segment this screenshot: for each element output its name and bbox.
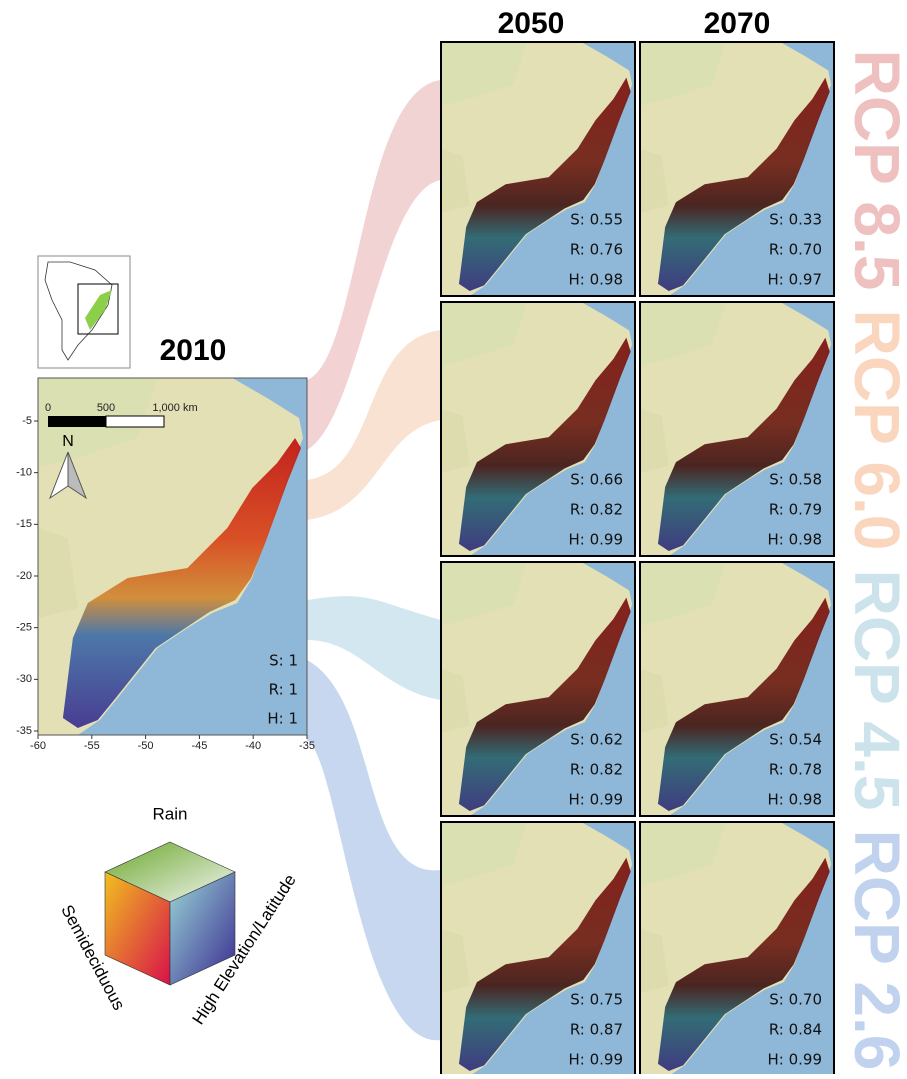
lon-tick-label: -50 xyxy=(138,740,154,752)
scenario-label: RCP 8.5 xyxy=(841,50,907,291)
stat-label: S: 0.54 xyxy=(769,731,822,749)
stat-label: R: 0.84 xyxy=(769,1021,822,1039)
stat-label: R: 0.82 xyxy=(570,501,623,519)
stat-label: H: 0.99 xyxy=(569,1051,624,1069)
stat-label: H: 0.99 xyxy=(569,791,624,809)
stat-label: H: 0.97 xyxy=(768,271,823,289)
stat-label: S: 0.58 xyxy=(769,471,822,489)
stat-label: H: 0.99 xyxy=(768,1051,823,1069)
scale-label: 1,000 km xyxy=(152,402,197,414)
scale-label: 0 xyxy=(45,402,51,414)
legend-cube: Rain Semideciduous High Elevation/Latitu… xyxy=(57,804,300,1027)
scenario-label: RCP 2.6 xyxy=(841,830,907,1071)
lon-tick-label: -55 xyxy=(84,740,100,752)
lon-tick-label: -40 xyxy=(245,740,261,752)
stat-label: S: 0.75 xyxy=(570,991,623,1009)
lon-tick-label: -45 xyxy=(191,740,207,752)
stat-label: S: 0.55 xyxy=(570,211,623,229)
stat-label: R: 0.76 xyxy=(570,241,623,259)
stat-label: R: 0.78 xyxy=(769,761,822,779)
year-label: 2050 xyxy=(498,7,565,40)
stat-label: H: 0.98 xyxy=(768,531,823,549)
stat-label: R: 0.79 xyxy=(769,501,822,519)
stat-label: H: 0.98 xyxy=(569,271,624,289)
lat-tick-label: -25 xyxy=(16,622,32,634)
year-label: 2070 xyxy=(704,7,771,40)
north-label: N xyxy=(62,433,74,450)
baseline-year: 2010 xyxy=(160,334,227,367)
stat-label: S: 0.70 xyxy=(769,991,822,1009)
stat-label: S: 0.62 xyxy=(570,731,623,749)
stat-label: H: 0.99 xyxy=(569,531,624,549)
legend-label: Rain xyxy=(153,804,188,823)
lon-tick-label: -35 xyxy=(299,740,315,752)
stat-label: R: 1 xyxy=(269,681,298,699)
lat-tick-label: -15 xyxy=(16,518,32,530)
lat-tick-label: -5 xyxy=(22,415,32,427)
stat-label: S: 0.33 xyxy=(769,211,822,229)
stat-label: S: 0.66 xyxy=(570,471,623,489)
figure: 2010 2050 2070 0 500 1,000 km N Rain Sem… xyxy=(0,0,907,1074)
stat-label: S: 1 xyxy=(269,652,298,670)
lat-tick-label: -10 xyxy=(16,467,32,479)
stat-label: H: 0.98 xyxy=(768,791,823,809)
lat-tick-label: -20 xyxy=(16,570,32,582)
lon-tick-label: -60 xyxy=(30,740,46,752)
stat-label: H: 1 xyxy=(267,710,298,728)
scale-label: 500 xyxy=(97,402,115,414)
baseline-map xyxy=(38,378,307,735)
lat-tick-label: -35 xyxy=(16,725,32,737)
inset-map xyxy=(38,256,130,368)
stat-label: R: 0.70 xyxy=(769,241,822,259)
ribbons xyxy=(307,80,441,1040)
stat-label: R: 0.82 xyxy=(570,761,623,779)
scenario-label: RCP 6.0 xyxy=(841,310,907,551)
scenario-label: RCP 4.5 xyxy=(841,570,907,811)
lat-tick-label: -30 xyxy=(16,673,32,685)
stat-label: R: 0.87 xyxy=(570,1021,623,1039)
